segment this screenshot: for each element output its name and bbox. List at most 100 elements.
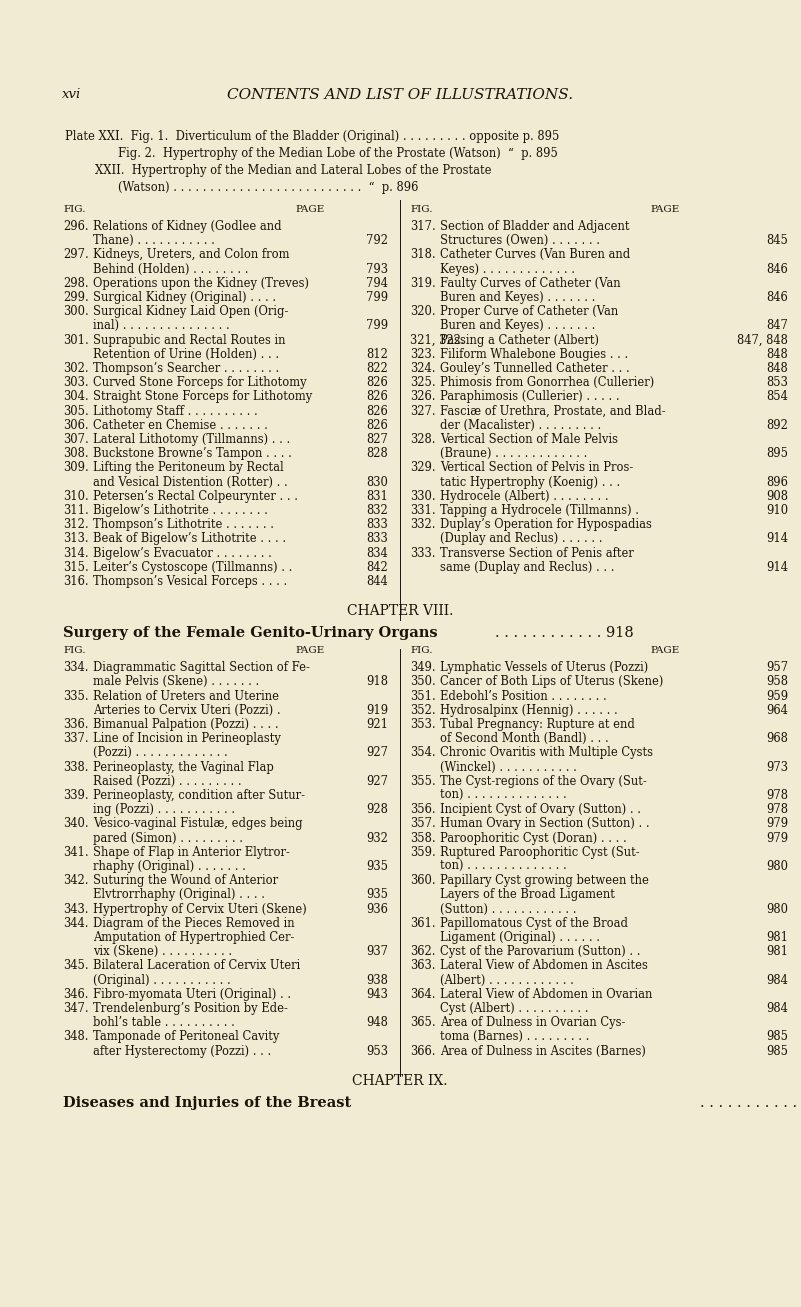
Text: Bigelow’s Evacuator . . . . . . . .: Bigelow’s Evacuator . . . . . . . .	[93, 546, 272, 559]
Text: Hypertrophy of Cervix Uteri (Skene): Hypertrophy of Cervix Uteri (Skene)	[93, 903, 307, 916]
Text: 310.: 310.	[63, 490, 89, 503]
Text: 357.: 357.	[410, 817, 436, 830]
Text: XXII.  Hypertrophy of the Median and Lateral Lobes of the Prostate: XXII. Hypertrophy of the Median and Late…	[95, 163, 492, 176]
Text: 305.: 305.	[63, 405, 89, 418]
Text: 311.: 311.	[63, 505, 89, 518]
Text: 306.: 306.	[63, 418, 89, 431]
Text: Surgery of the Female Genito-Urinary Organs: Surgery of the Female Genito-Urinary Org…	[63, 626, 437, 640]
Text: Proper Curve of Catheter (Van: Proper Curve of Catheter (Van	[440, 306, 618, 318]
Text: 313.: 313.	[63, 532, 89, 545]
Text: bohl’s table . . . . . . . . . .: bohl’s table . . . . . . . . . .	[93, 1017, 235, 1029]
Text: 847, 848: 847, 848	[737, 333, 788, 346]
Text: 335.: 335.	[63, 690, 89, 703]
Text: Faulty Curves of Catheter (Van: Faulty Curves of Catheter (Van	[440, 277, 621, 290]
Text: FIG.: FIG.	[410, 205, 433, 214]
Text: 342.: 342.	[63, 874, 88, 887]
Text: 826: 826	[366, 418, 388, 431]
Text: 302.: 302.	[63, 362, 89, 375]
Text: Beak of Bigelow’s Lithotrite . . . .: Beak of Bigelow’s Lithotrite . . . .	[93, 532, 286, 545]
Text: 953: 953	[366, 1044, 388, 1057]
Text: 351.: 351.	[410, 690, 436, 703]
Text: 324.: 324.	[410, 362, 436, 375]
Text: der (Macalister) . . . . . . . . .: der (Macalister) . . . . . . . . .	[440, 418, 602, 431]
Text: Bigelow’s Lithotrite . . . . . . . .: Bigelow’s Lithotrite . . . . . . . .	[93, 505, 268, 518]
Text: Ligament (Original) . . . . . .: Ligament (Original) . . . . . .	[440, 931, 600, 944]
Text: Human Ovary in Section (Sutton) . .: Human Ovary in Section (Sutton) . .	[440, 817, 650, 830]
Text: Shape of Flap in Anterior Elytror-: Shape of Flap in Anterior Elytror-	[93, 846, 290, 859]
Text: The Cyst-regions of the Ovary (Sut-: The Cyst-regions of the Ovary (Sut-	[440, 775, 646, 788]
Text: 301.: 301.	[63, 333, 89, 346]
Text: 323.: 323.	[410, 348, 436, 361]
Text: Relation of Ureters and Uterine: Relation of Ureters and Uterine	[93, 690, 279, 703]
Text: Fig. 2.  Hypertrophy of the Median Lobe of the Prostate (Watson)  “  p. 895: Fig. 2. Hypertrophy of the Median Lobe o…	[118, 146, 557, 159]
Text: Tapping a Hydrocele (Tillmanns) .: Tapping a Hydrocele (Tillmanns) .	[440, 505, 639, 518]
Text: 318.: 318.	[410, 248, 436, 261]
Text: 300.: 300.	[63, 306, 89, 318]
Text: 325.: 325.	[410, 376, 436, 389]
Text: 892: 892	[766, 418, 788, 431]
Text: 312.: 312.	[63, 518, 89, 531]
Text: 358.: 358.	[410, 831, 436, 844]
Text: 980: 980	[766, 860, 788, 873]
Text: CHAPTER VIII.: CHAPTER VIII.	[347, 604, 453, 618]
Text: Vesico-vaginal Fistulæ, edges being: Vesico-vaginal Fistulæ, edges being	[93, 817, 303, 830]
Text: 326.: 326.	[410, 391, 436, 404]
Text: ton) . . . . . . . . . . . . . .: ton) . . . . . . . . . . . . . .	[440, 860, 567, 873]
Text: Lifting the Peritoneum by Rectal: Lifting the Peritoneum by Rectal	[93, 461, 284, 474]
Text: Straight Stone Forceps for Lithotomy: Straight Stone Forceps for Lithotomy	[93, 391, 312, 404]
Text: 826: 826	[366, 391, 388, 404]
Text: Structures (Owen) . . . . . . .: Structures (Owen) . . . . . . .	[440, 234, 600, 247]
Text: FIG.: FIG.	[410, 646, 433, 655]
Text: Diagrammatic Sagittal Section of Fe-: Diagrammatic Sagittal Section of Fe-	[93, 661, 310, 674]
Text: xvi: xvi	[62, 88, 81, 101]
Text: Plate XXI.  Fig. 1.  Diverticulum of the Bladder (Original) . . . . . . . . . op: Plate XXI. Fig. 1. Diverticulum of the B…	[65, 129, 559, 142]
Text: 338.: 338.	[63, 761, 88, 774]
Text: rhaphy (Original) . . . . . . .: rhaphy (Original) . . . . . . .	[93, 860, 246, 873]
Text: (Watson) . . . . . . . . . . . . . . . . . . . . . . . . . .  “  p. 896: (Watson) . . . . . . . . . . . . . . . .…	[118, 180, 418, 193]
Text: 826: 826	[366, 405, 388, 418]
Text: 833: 833	[366, 518, 388, 531]
Text: 921: 921	[366, 718, 388, 731]
Text: 984: 984	[766, 1002, 788, 1016]
Text: 959: 959	[766, 690, 788, 703]
Text: 307.: 307.	[63, 433, 89, 446]
Text: Passing a Catheter (Albert): Passing a Catheter (Albert)	[440, 333, 599, 346]
Text: 937: 937	[366, 945, 388, 958]
Text: Cyst of the Parovarium (Sutton) . .: Cyst of the Parovarium (Sutton) . .	[440, 945, 641, 958]
Text: Tamponade of Peritoneal Cavity: Tamponade of Peritoneal Cavity	[93, 1030, 280, 1043]
Text: Surgical Kidney Laid Open (Orig-: Surgical Kidney Laid Open (Orig-	[93, 306, 288, 318]
Text: Curved Stone Forceps for Lithotomy: Curved Stone Forceps for Lithotomy	[93, 376, 307, 389]
Text: Petersen’s Rectal Colpeurynter . . .: Petersen’s Rectal Colpeurynter . . .	[93, 490, 298, 503]
Text: Buren and Keyes) . . . . . . .: Buren and Keyes) . . . . . . .	[440, 319, 595, 332]
Text: 935: 935	[366, 889, 388, 902]
Text: 842: 842	[366, 561, 388, 574]
Text: ton) . . . . . . . . . . . . . .: ton) . . . . . . . . . . . . . .	[440, 789, 567, 802]
Text: 896: 896	[766, 476, 788, 489]
Text: 794: 794	[366, 277, 388, 290]
Text: Elvtrorrhaphy (Original) . . . .: Elvtrorrhaphy (Original) . . . .	[93, 889, 265, 902]
Text: Retention of Urine (Holden) . . .: Retention of Urine (Holden) . . .	[93, 348, 279, 361]
Text: Thane) . . . . . . . . . . .: Thane) . . . . . . . . . . .	[93, 234, 215, 247]
Text: Suturing the Wound of Anterior: Suturing the Wound of Anterior	[93, 874, 278, 887]
Text: 846: 846	[767, 291, 788, 305]
Text: 333.: 333.	[410, 546, 436, 559]
Text: Line of Incision in Perineoplasty: Line of Incision in Perineoplasty	[93, 732, 281, 745]
Text: 847: 847	[766, 319, 788, 332]
Text: 958: 958	[766, 676, 788, 689]
Text: 361.: 361.	[410, 916, 436, 929]
Text: 297.: 297.	[63, 248, 89, 261]
Text: Lithotomy Staff . . . . . . . . . .: Lithotomy Staff . . . . . . . . . .	[93, 405, 258, 418]
Text: Raised (Pozzi) . . . . . . . . .: Raised (Pozzi) . . . . . . . . .	[93, 775, 242, 788]
Text: 319.: 319.	[410, 277, 436, 290]
Text: 366.: 366.	[410, 1044, 436, 1057]
Text: Catheter en Chemise . . . . . . .: Catheter en Chemise . . . . . . .	[93, 418, 268, 431]
Text: 344.: 344.	[63, 916, 88, 929]
Text: Transverse Section of Penis after: Transverse Section of Penis after	[440, 546, 634, 559]
Text: (Winckel) . . . . . . . . . . .: (Winckel) . . . . . . . . . . .	[440, 761, 577, 774]
Text: 979: 979	[766, 817, 788, 830]
Text: . . . . . . . . . . . . . . 988: . . . . . . . . . . . . . . 988	[700, 1095, 801, 1110]
Text: 981: 981	[766, 931, 788, 944]
Text: FIG.: FIG.	[63, 205, 86, 214]
Text: Relations of Kidney (Godlee and: Relations of Kidney (Godlee and	[93, 220, 282, 233]
Text: Ruptured Paroophoritic Cyst (Sut-: Ruptured Paroophoritic Cyst (Sut-	[440, 846, 640, 859]
